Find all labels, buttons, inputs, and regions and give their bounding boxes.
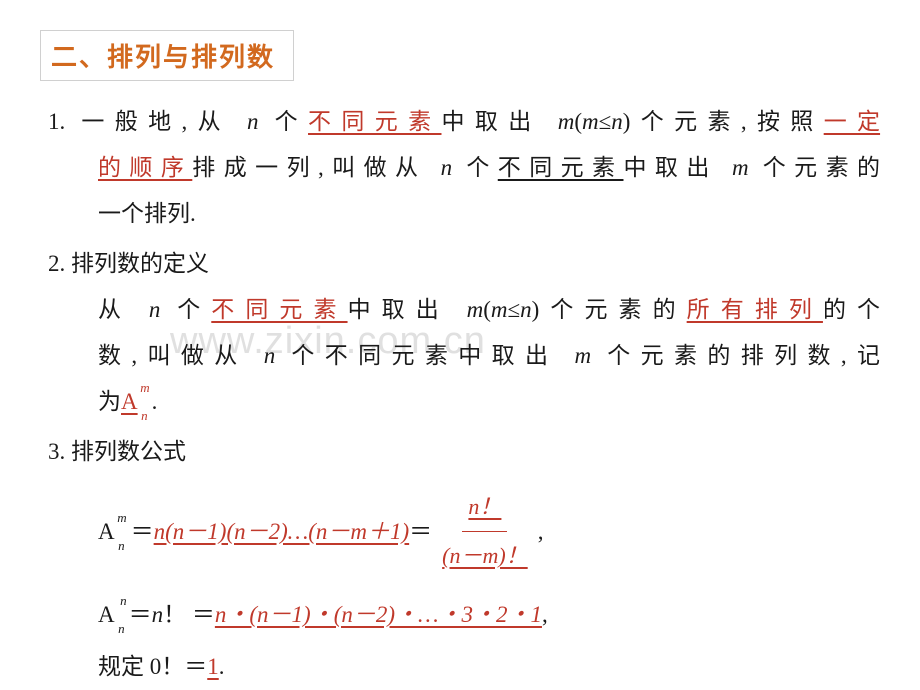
item2-title-line: 2. 排列数的定义 — [48, 241, 880, 287]
t: 个元素的 — [749, 155, 880, 180]
item1-line3: 一个排列. — [48, 191, 880, 237]
t: 个 — [259, 109, 308, 134]
t: 一个排列. — [98, 201, 196, 226]
fraction: n！ (n－m)！ — [436, 485, 534, 578]
t: 排成一列,叫做从 — [192, 155, 440, 180]
perm-A: A — [121, 389, 138, 414]
var-m: m — [575, 343, 592, 368]
item1-line1: 1. 一般地,从 n 个不同元素中取出 m(m≤n)个元素,按照一定 — [48, 99, 880, 145]
content: 1. 一般地,从 n 个不同元素中取出 m(m≤n)个元素,按照一定 的顺序排成… — [40, 99, 880, 690]
var-m: m — [467, 297, 484, 322]
t: 个元素的排列数,记 — [591, 343, 880, 368]
eq: ＝ — [409, 509, 432, 555]
var-m: m — [558, 109, 575, 134]
t: 为 — [98, 389, 121, 414]
item-3: 3. 排列数公式 A m n ＝ n(n－1)(n－2)…(n－m＋1) ＝ n… — [48, 429, 880, 690]
t: ！ ＝ — [163, 592, 215, 638]
dot: . — [219, 654, 225, 679]
item2-line3: 为 A m n . — [48, 379, 880, 425]
t: . — [152, 389, 158, 414]
t: )个元素,按照 — [623, 109, 824, 134]
var-n: n — [152, 592, 164, 638]
var-n: n — [264, 343, 276, 368]
t: 个不同元素中取出 — [275, 343, 574, 368]
perm-Anm: A m n — [98, 509, 115, 555]
formula-expansion: n(n－1)(n－2)…(n－m＋1) — [154, 509, 410, 555]
formula-factorial: n・(n－1)・(n－2)・…・3・2・1 — [215, 592, 542, 638]
keyword-order: 一定 — [824, 109, 880, 134]
var-m: m — [491, 297, 508, 322]
keyword-diff-elem: 不同元素 — [211, 297, 347, 322]
keyword-all-perm: 所有排列 — [687, 297, 823, 322]
item2-num: 2. — [48, 251, 71, 276]
t: 规定 0！＝ — [98, 654, 207, 679]
t: ( — [483, 297, 491, 322]
eq: ＝ — [131, 509, 154, 555]
section-header: 二、排列与排列数 — [40, 30, 294, 81]
t: 从 — [98, 297, 149, 322]
perm-notation: A m n — [121, 379, 138, 425]
var-n: n — [247, 109, 259, 134]
perm-Ann: A n n — [98, 592, 115, 638]
le: ≤ — [599, 109, 612, 134]
item3-title-line: 3. 排列数公式 — [48, 429, 880, 475]
keyword-order2: 的顺序 — [98, 155, 192, 180]
t: 中取出 — [348, 297, 467, 322]
formula-3: 规定 0！＝1. — [48, 644, 880, 690]
var-n: n — [611, 109, 623, 134]
section-title: 二、排列与排列数 — [51, 43, 275, 72]
keyword-diff-elem: 不同元素 — [308, 109, 441, 134]
item2-title: 排列数的定义 — [71, 251, 209, 276]
sub-n: n — [118, 533, 125, 559]
perm-sup-m: m — [140, 375, 149, 401]
le: ≤ — [508, 297, 521, 322]
var-n: n — [149, 297, 161, 322]
var-n: n — [441, 155, 453, 180]
item3-num: 3. — [48, 439, 71, 464]
t: 的个 — [823, 297, 880, 322]
perm-A: A — [98, 519, 115, 544]
t: 中取出 — [441, 109, 557, 134]
perm-A: A — [98, 602, 115, 627]
t: 中取出 — [623, 155, 731, 180]
zero-factorial: 1 — [207, 654, 219, 679]
eq: ＝ — [129, 592, 152, 638]
perm-sub-n: n — [141, 403, 148, 429]
item2-line1: 从 n 个不同元素中取出 m(m≤n)个元素的所有排列的个 — [48, 287, 880, 333]
frac-den: (n－m)！ — [436, 532, 534, 578]
item1-num: 1. — [48, 109, 81, 134]
item2-line2: 数,叫做从 n 个不同元素中取出 m 个元素的排列数,记 — [48, 333, 880, 379]
formula-2: A n n ＝ n ！ ＝ n・(n－1)・(n－2)・…・3・2・1 , — [48, 592, 880, 638]
frac-num: n！ — [462, 485, 507, 532]
t: 一般地,从 — [81, 109, 247, 134]
t: )个元素的 — [532, 297, 687, 322]
sub-n: n — [118, 616, 125, 642]
keyword-diff-elem2: 不同元素 — [498, 155, 624, 180]
item1-line2: 的顺序排成一列,叫做从 n 个不同元素中取出 m 个元素的 — [48, 145, 880, 191]
item-2: 2. 排列数的定义 从 n 个不同元素中取出 m(m≤n)个元素的所有排列的个 … — [48, 241, 880, 425]
sup-m: m — [117, 505, 126, 531]
formula-1: A m n ＝ n(n－1)(n－2)…(n－m＋1) ＝ n！ (n－m)！ … — [48, 485, 880, 578]
t: 个 — [452, 155, 498, 180]
var-n: n — [520, 297, 532, 322]
var-m: m — [732, 155, 749, 180]
t: 数,叫做从 — [98, 343, 264, 368]
sup-n: n — [120, 588, 127, 614]
t: 个 — [160, 297, 211, 322]
comma: , — [538, 509, 544, 555]
item-1: 1. 一般地,从 n 个不同元素中取出 m(m≤n)个元素,按照一定 的顺序排成… — [48, 99, 880, 237]
var-m: m — [582, 109, 599, 134]
t: ( — [574, 109, 582, 134]
item3-title: 排列数公式 — [71, 439, 186, 464]
comma: , — [542, 592, 548, 638]
